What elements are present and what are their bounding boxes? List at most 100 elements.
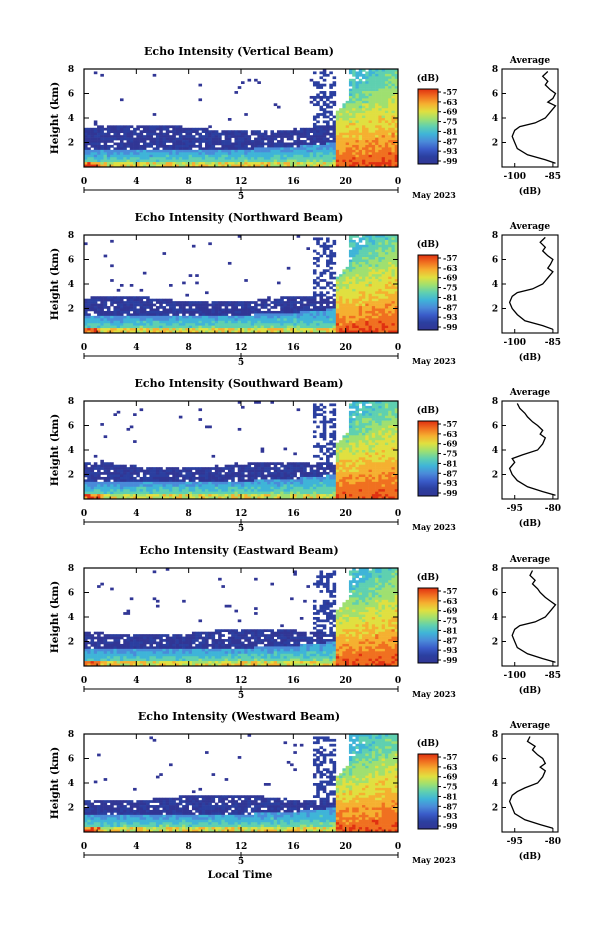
colorbar-tick-label: -81 [443,625,457,635]
colorbar-tick-label: -87 [443,801,457,811]
colorbar-tick-label: -81 [443,791,457,801]
colorbar-tick-label: -63 [443,97,458,107]
profile-y-tick-label: 8 [492,730,498,740]
profile-title: Average [509,222,550,232]
x-tick-label: 4 [133,676,139,686]
profile-title: Average [509,56,550,66]
y-axis-label: Height (km) [49,82,61,154]
average-profile: Average 8 6 4 2 -100 -85 (dB) [492,56,561,197]
date-label: May 2023 [412,522,456,532]
y-tick-label: 4 [68,280,74,290]
colorbar-tick-label: -87 [443,136,457,146]
y-axis-label: Height (km) [49,414,61,486]
y-tick-label: 2 [68,139,74,149]
colorbar-tick-label: -87 [443,468,457,478]
x-tick-label: 16 [287,509,300,519]
profile-line [508,736,554,829]
colorbar-tick-label: -99 [443,488,458,498]
x-tick-label: 12 [235,343,248,353]
profile-y-tick-label: 2 [492,305,498,315]
profile-title: Average [509,555,550,565]
y-tick-label: 4 [68,114,74,124]
day-tick-label: 5 [238,192,244,202]
profile-x-label: (dB) [519,685,541,696]
y-tick-label: 4 [68,613,74,623]
y-tick-label: 8 [68,65,74,75]
profile-y-tick-label: 2 [492,638,498,648]
colorbar-unit: (dB) [417,572,439,583]
profile-y-tick-label: 4 [492,114,498,124]
profile-frame [501,567,559,667]
day-tick-label: 5 [238,691,244,701]
x-tick-label: 0 [395,177,401,187]
x-tick-label: 0 [395,676,401,686]
panel-title: Echo Intensity (Southward Beam) [135,377,344,390]
colorbar-tick-label: -75 [443,283,457,293]
x-tick-label: 12 [235,842,248,852]
profile-y-tick-label: 2 [492,139,498,149]
colorbar [417,753,439,830]
colorbar-tick-label: -93 [443,645,458,655]
y-tick-label: 2 [68,471,74,481]
profile-x-tick-label: -85 [545,172,561,182]
day-tick-label: 5 [238,524,244,534]
y-tick-label: 2 [68,305,74,315]
profile-y-tick-label: 4 [492,779,498,789]
heatmap-field [84,401,399,500]
colorbar-tick-label: -87 [443,302,457,312]
panel-title: Echo Intensity (Westward Beam) [138,710,340,723]
colorbar-tick-label: -99 [443,322,458,332]
y-tick-label: 6 [68,755,74,765]
colorbar-tick-label: -57 [443,87,457,97]
date-label: May 2023 [412,190,456,200]
colorbar-tick-label: -63 [443,762,458,772]
colorbar-tick-label: -81 [443,292,457,302]
colorbar [417,254,439,331]
x-tick-label: 0 [81,842,87,852]
colorbar-tick-label: -93 [443,811,458,821]
x-axis-label: Local Time [208,869,273,881]
x-tick-label: 4 [133,842,139,852]
x-tick-label: 16 [287,842,300,852]
profile-y-tick-label: 6 [492,90,498,100]
colorbar-tick-label: -57 [443,752,457,762]
heatmap-field [84,235,399,334]
x-tick-label: 8 [186,842,192,852]
y-tick-label: 6 [68,256,74,266]
colorbar-tick-label: -69 [443,439,458,449]
profile-x-tick-label: -95 [507,504,523,514]
panel-3: Echo Intensity (Southward Beam) 8 6 4 2 Heigh… [49,377,561,534]
colorbar-tick-label: -57 [443,253,457,263]
x-tick-label: 20 [339,842,352,852]
y-axis-label: Height (km) [49,581,61,653]
profile-line [511,570,557,663]
x-tick-label: 0 [81,343,87,353]
profile-line [508,403,556,496]
average-profile: Average 8 6 4 2 -95 -80 (dB) [492,388,561,529]
colorbar-tick-label: -93 [443,146,458,156]
profile-x-tick-label: -100 [503,671,526,681]
colorbar-tick-label: -81 [443,458,457,468]
x-tick-label: 20 [339,509,352,519]
x-tick-label: 16 [287,177,300,187]
day-tick-label: 5 [238,358,244,368]
profile-y-tick-label: 6 [492,589,498,599]
x-tick-label: 8 [186,676,192,686]
profile-frame [501,733,559,833]
colorbar-tick-label: -93 [443,478,458,488]
y-tick-label: 8 [68,231,74,241]
x-tick-label: 4 [133,343,139,353]
x-tick-label: 16 [287,343,300,353]
colorbar [417,420,439,497]
average-profile: Average 8 6 4 2 -100 -85 (dB) [492,555,561,696]
profile-x-tick-label: -85 [545,671,561,681]
profile-x-tick-label: -100 [503,172,526,182]
x-tick-label: 0 [81,177,87,187]
x-tick-label: 20 [339,343,352,353]
x-tick-label: 4 [133,509,139,519]
panel-1: Echo Intensity (Vertical Beam) 8 6 4 2 Height… [49,45,561,202]
profile-line [508,236,554,330]
colorbar-tick-label: -75 [443,782,457,792]
y-tick-label: 2 [68,804,74,814]
